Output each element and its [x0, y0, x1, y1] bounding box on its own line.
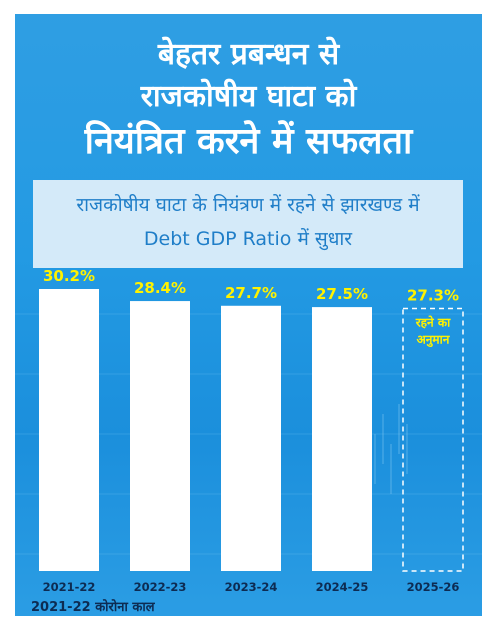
value-label-2022-23: 28.4%	[134, 279, 186, 297]
estimate-note-line-1: रहने का	[415, 315, 451, 329]
x-tick-2024-25: 2024-25	[316, 580, 369, 594]
value-label-2025-26: 27.3%	[407, 286, 459, 304]
x-tick-2021-22: 2021-22	[43, 580, 96, 594]
value-label-2021-22: 30.2%	[43, 267, 95, 285]
value-label-2024-25: 27.5%	[316, 285, 368, 303]
value-label-2023-24: 27.7%	[225, 284, 277, 302]
infographic-panel: बेहतर प्रबन्धन से राजकोषीय घाटा को नियंत…	[15, 14, 482, 616]
bar-2022-23	[130, 301, 190, 571]
bar-2025-26	[403, 308, 463, 571]
bar-2023-24	[221, 306, 281, 571]
bar-chart: 30.2% 2021-22 28.4% 2022-23 27.7% 2023-24 27.5…	[15, 14, 482, 616]
x-tick-2025-26: 2025-26	[407, 580, 460, 594]
x-tick-2023-24: 2023-24	[225, 580, 278, 594]
estimate-note-line-2: अनुमान	[417, 332, 451, 347]
bar-2024-25	[312, 307, 372, 571]
bar-2021-22	[39, 289, 99, 571]
x-tick-2022-23: 2022-23	[134, 580, 187, 594]
footnote: 2021-22 कोरोना काल	[31, 597, 155, 615]
